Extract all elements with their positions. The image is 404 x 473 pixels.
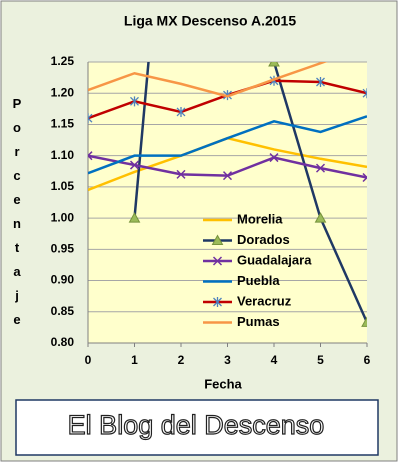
y-tick-label: 1.00 — [51, 210, 75, 224]
marker — [128, 212, 141, 223]
legend-marker — [213, 297, 222, 307]
legend-marker — [211, 234, 224, 245]
y-tick-label: 1.05 — [51, 179, 75, 193]
legend-marker — [212, 256, 223, 266]
marker — [88, 113, 93, 124]
footer-box — [15, 399, 379, 456]
x-tick-label: 0 — [85, 353, 92, 367]
y-tick-label: 1.25 — [51, 54, 75, 68]
y-tick-label: 1.20 — [51, 85, 75, 99]
series-line — [88, 62, 328, 98]
y-tick-label: 0.95 — [51, 242, 75, 256]
marker — [88, 151, 93, 161]
marker — [314, 212, 327, 223]
marker — [130, 96, 139, 107]
legend-label: Puebla — [237, 273, 280, 288]
plot-lines — [88, 62, 367, 327]
series-line — [133, 62, 367, 323]
marker — [222, 171, 233, 181]
x-tick-label: 6 — [364, 353, 371, 367]
x-tick-label: 4 — [271, 353, 278, 367]
marker — [361, 316, 367, 327]
legend-label: Morelia — [237, 211, 283, 226]
chart-title: Liga MX Descenso A.2015 — [124, 13, 296, 29]
legend-label: Guadalajara — [237, 252, 312, 267]
marker — [176, 106, 186, 117]
series-line — [88, 115, 367, 175]
footer-text: El Blog del Descenso — [68, 410, 325, 440]
legend-label: Dorados — [237, 232, 290, 247]
x-tick-label: 2 — [178, 353, 185, 367]
x-tick-label: 5 — [317, 353, 324, 367]
marker — [362, 88, 367, 99]
x-tick-label: 3 — [224, 353, 231, 367]
marker — [269, 153, 279, 163]
x-tick-label: 1 — [131, 353, 138, 367]
y-tick-label: 1.10 — [51, 148, 75, 162]
marker — [129, 160, 140, 170]
marker — [176, 169, 186, 179]
y-tick-label: 0.80 — [51, 335, 75, 349]
marker — [316, 76, 325, 87]
marker — [362, 172, 367, 183]
y-tick-label: 0.85 — [51, 304, 75, 318]
legend-label: Pumas — [237, 314, 280, 329]
y-tick-label: 0.90 — [51, 273, 75, 287]
marker — [315, 163, 326, 173]
y-tick-label: 1.15 — [51, 117, 75, 131]
x-axis-label: Fecha — [204, 376, 242, 391]
marker — [268, 62, 280, 67]
plot-area — [88, 62, 367, 343]
legend-label: Veracruz — [237, 293, 292, 308]
